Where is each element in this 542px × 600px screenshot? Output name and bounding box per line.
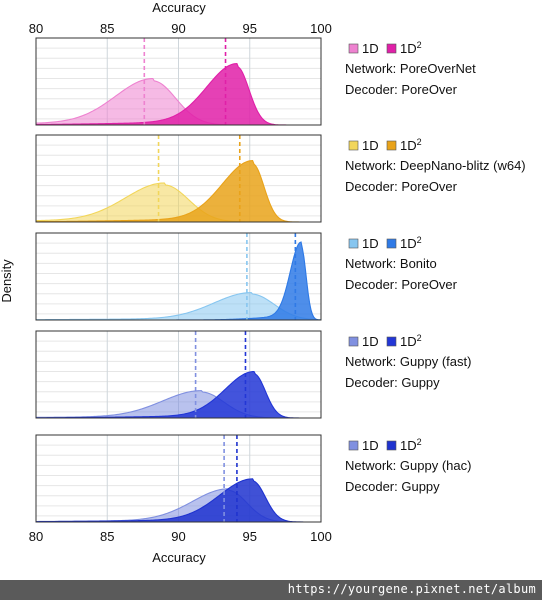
legend-label-1d2-superscript: 2 <box>417 437 422 447</box>
panel-frame <box>35 134 322 223</box>
panel-network-label: Network: DeepNano-blitz (w64) <box>345 158 526 173</box>
legend-label-1d: 1D <box>362 236 379 251</box>
density-line-1d2 <box>35 160 321 223</box>
x-tick-label-top: 80 <box>29 21 43 36</box>
panel-network-label: Network: Bonito <box>345 256 437 271</box>
panel: 1D 1D2 Network: PoreOverNet Decoder: PoreOv… <box>35 37 476 126</box>
density-area-1d <box>36 390 321 418</box>
panel-decoder-label: Decoder: Guppy <box>345 375 440 390</box>
legend-swatch-1d2 <box>386 140 397 151</box>
legend-label-1d2-superscript: 2 <box>417 235 422 245</box>
watermark-text: https://yourgene.pixnet.net/album <box>287 582 536 596</box>
panel: 1D 1D2 Network: Bonito Decoder: PoreOver <box>35 232 458 321</box>
x-axis-top-title: Accuracy <box>152 0 206 15</box>
legend-label-1d2: 1D2 <box>400 235 422 251</box>
legend-swatch-1d2 <box>386 238 397 249</box>
panel-decoder-label: Decoder: PoreOver <box>345 179 458 194</box>
density-area-1d2 <box>36 63 321 125</box>
x-axis-top: 80 85 90 95 100 <box>29 21 332 36</box>
x-tick-label-top: 85 <box>100 21 114 36</box>
panel-frame <box>35 330 322 419</box>
legend-swatch-1d <box>348 336 359 347</box>
legend-swatch-1d2 <box>386 43 397 54</box>
panel-network-label: Network: PoreOverNet <box>345 61 476 76</box>
density-line-1d2 <box>35 478 321 523</box>
density-line-1d <box>36 292 322 321</box>
legend-label-1d2-superscript: 2 <box>417 333 422 343</box>
legend-swatch-1d <box>348 43 359 54</box>
panel-frame <box>35 232 322 321</box>
x-tick-label-top: 95 <box>243 21 257 36</box>
x-axis-bottom: 80 85 90 95 100 <box>29 529 332 544</box>
panel-decoder-label: Decoder: Guppy <box>345 479 440 494</box>
panel-decoder-label: Decoder: PoreOver <box>345 82 458 97</box>
x-tick-label-bottom: 90 <box>171 529 185 544</box>
x-tick-label-bottom: 85 <box>100 529 114 544</box>
panel: 1D 1D2 Network: Guppy (hac) Decoder: Guppy <box>35 434 471 523</box>
density-area-1d2 <box>36 241 321 320</box>
legend-swatch-1d2 <box>386 336 397 347</box>
legend-label-1d2: 1D2 <box>400 333 422 349</box>
x-tick-label-bottom: 80 <box>29 529 43 544</box>
y-axis-title: Density <box>0 259 14 303</box>
density-area-1d2 <box>36 371 321 418</box>
panel: 1D 1D2 Network: Guppy (fast) Decoder: Guppy <box>35 330 471 419</box>
density-line-1d2 <box>35 370 321 419</box>
legend-label-1d2-superscript: 2 <box>417 137 422 147</box>
panel-network-label: Network: Guppy (fast) <box>345 354 471 369</box>
legend-label-1d2: 1D2 <box>400 137 422 153</box>
panel-frame <box>35 434 322 523</box>
legend-label-1d2-superscript: 2 <box>417 40 422 50</box>
x-tick-label-bottom: 100 <box>310 529 332 544</box>
legend-label-1d2: 1D2 <box>400 40 422 56</box>
legend-swatch-1d <box>348 140 359 151</box>
x-tick-label-top: 100 <box>310 21 332 36</box>
legend-swatch-1d <box>348 440 359 451</box>
density-area-1d2 <box>36 160 321 222</box>
legend-label-1d: 1D <box>362 41 379 56</box>
x-tick-label-top: 90 <box>171 21 185 36</box>
panel-network-label: Network: Guppy (hac) <box>345 458 471 473</box>
legend-label-1d: 1D <box>362 334 379 349</box>
density-area-1d2 <box>36 478 321 522</box>
x-tick-label-bottom: 95 <box>243 529 257 544</box>
legend-swatch-1d2 <box>386 440 397 451</box>
legend-label-1d2: 1D2 <box>400 437 422 453</box>
panel-frame <box>35 37 322 126</box>
panel: 1D 1D2 Network: DeepNano-blitz (w64) Decode… <box>35 134 526 223</box>
panel-decoder-label: Decoder: PoreOver <box>345 277 458 292</box>
density-area-1d <box>36 182 321 222</box>
density-area-1d <box>36 292 321 320</box>
x-axis-bottom-title: Accuracy <box>152 550 206 565</box>
legend-label-1d: 1D <box>362 438 379 453</box>
legend-label-1d: 1D <box>362 138 379 153</box>
density-line-1d2 <box>35 63 321 126</box>
legend-swatch-1d <box>348 238 359 249</box>
watermark-bar: https://yourgene.pixnet.net/album <box>0 580 542 600</box>
